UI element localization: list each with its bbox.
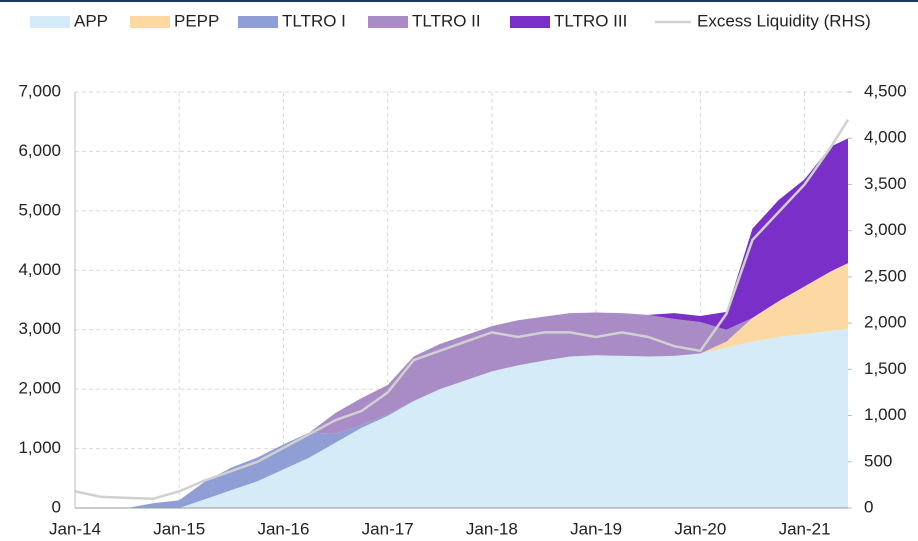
legend-label: APP (74, 11, 108, 30)
y-tick-label: 3,000 (18, 319, 61, 338)
x-tick-label: Jan-16 (257, 519, 309, 538)
legend-label: TLTRO III (554, 11, 627, 30)
x-tick-label: Jan-19 (570, 519, 622, 538)
y2-tick-label: 3,500 (864, 174, 907, 193)
y-tick-label: 1,000 (18, 438, 61, 457)
x-tick-label: Jan-14 (49, 519, 101, 538)
area (75, 328, 848, 508)
y2-tick-label: 0 (864, 497, 873, 516)
legend-label: TLTRO I (282, 11, 346, 30)
y-tick-label: 4,000 (18, 260, 61, 279)
legend-swatch (510, 16, 550, 28)
top-border (0, 0, 918, 2)
y2-tick-label: 2,000 (864, 313, 907, 332)
y2-tick-label: 500 (864, 451, 892, 470)
y2-tick-label: 4,000 (864, 128, 907, 147)
legend-swatch (368, 16, 408, 28)
y-tick-label: 7,000 (18, 81, 61, 100)
legend-label: PEPP (174, 11, 219, 30)
legend-swatch (238, 16, 278, 28)
x-tick-label: Jan-18 (466, 519, 518, 538)
legend-swatch (130, 16, 170, 28)
x-tick-label: Jan-15 (153, 519, 205, 538)
legend-label: TLTRO II (412, 11, 481, 30)
y-tick-label: 2,000 (18, 379, 61, 398)
legend-swatch (30, 16, 70, 28)
area (75, 263, 848, 508)
y-tick-label: 6,000 (18, 141, 61, 160)
y2-tick-label: 4,500 (864, 81, 907, 100)
line (74, 119, 850, 501)
y-tick-label: 0 (52, 497, 61, 516)
x-tick-label: Jan-17 (362, 519, 414, 538)
y2-tick-label: 2,500 (864, 266, 907, 285)
y-tick-label: 5,000 (18, 200, 61, 219)
y2-tick-label: 1,500 (864, 359, 907, 378)
x-tick-label: Jan-20 (674, 519, 726, 538)
legend-label: Excess Liquidity (RHS) (697, 11, 871, 30)
y2-tick-label: 3,000 (864, 220, 907, 239)
y2-tick-label: 1,000 (864, 405, 907, 424)
x-tick-label: Jan-21 (779, 519, 831, 538)
